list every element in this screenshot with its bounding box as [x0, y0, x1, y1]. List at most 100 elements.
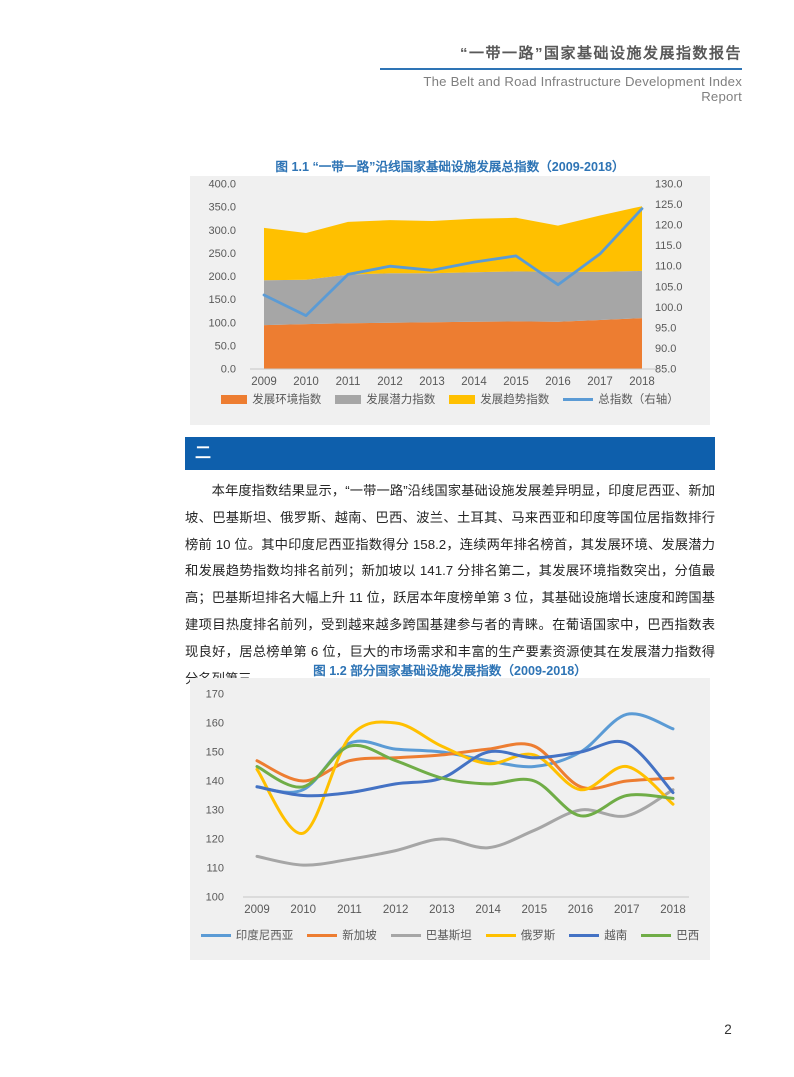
- y-axis-tick-label: 250.0: [208, 248, 236, 260]
- secondary-y-axis-tick-label: 125.0: [655, 199, 683, 211]
- y-axis-tick-label: 400.0: [208, 179, 236, 191]
- x-axis-tick-label: 2015: [503, 376, 529, 388]
- y-axis-tick-label: 200.0: [208, 271, 236, 283]
- line-series-3: [255, 720, 675, 835]
- x-axis-tick-label: 2017: [614, 904, 640, 916]
- line-series-4: [255, 739, 675, 798]
- legend-label: 俄罗斯: [520, 930, 556, 942]
- line-chart: 100 110 120 130 140 150 160 170 2009 2010 2011 2012…: [206, 689, 689, 916]
- y-axis-tick-label: 150.0: [208, 294, 236, 306]
- x-axis-tick-label: 2018: [660, 904, 686, 916]
- legend-label: 新加坡: [342, 930, 377, 942]
- legend-label: 发展趋势指数: [480, 394, 550, 406]
- x-axis-tick-label: 2010: [293, 376, 319, 388]
- area-series-0: [264, 318, 642, 369]
- x-axis-tick-label: 2015: [522, 904, 548, 916]
- line-series-2: [255, 788, 675, 867]
- x-axis-tick-label: 2011: [337, 904, 362, 916]
- y-axis-tick-label: 50.0: [215, 340, 236, 352]
- y-axis-tick-label: 100: [206, 892, 224, 904]
- section-number: 二: [195, 445, 212, 462]
- y-axis-tick-label: 150: [206, 747, 224, 759]
- y-axis-tick-label: 120: [206, 834, 224, 846]
- line-series-0: [262, 207, 644, 317]
- legend-item: 发展趋势指数: [449, 391, 549, 407]
- legend-item: 新加坡: [307, 927, 377, 943]
- legend-item: 发展潜力指数: [335, 391, 435, 407]
- legend-item: 总指数（右轴）: [563, 391, 679, 407]
- section-heading-bar: 二: [185, 437, 715, 470]
- x-axis-tick-label: 2018: [629, 376, 655, 388]
- x-axis-tick-label: 2014: [475, 904, 501, 916]
- y-axis-tick-label: 300.0: [208, 225, 236, 237]
- legend-label: 巴基斯坦: [425, 930, 472, 942]
- secondary-y-axis-tick-label: 130.0: [655, 179, 683, 191]
- legend-area-swatch: [449, 394, 476, 404]
- figure-1-1-title: 图 1.1 “一带一路”沿线国家基础设施发展总指数（2009-2018）: [275, 160, 625, 174]
- x-axis-tick-label: 2010: [290, 904, 316, 916]
- page-number: 2: [724, 1022, 732, 1037]
- legend-line-swatch: [390, 933, 421, 937]
- legend-label: 巴西: [676, 930, 700, 942]
- legend-label: 发展环境指数: [252, 394, 322, 406]
- legend-line-swatch: [641, 933, 672, 937]
- figure-1-2-legend: 印度尼西亚 新加坡 巴基斯坦 俄罗斯 越南 巴西: [190, 927, 710, 943]
- legend-line-swatch: [563, 397, 594, 401]
- line-series-1: [255, 742, 675, 791]
- figure-1-2-title: 图 1.2 部分国家基础设施发展指数（2009-2018）: [313, 664, 587, 678]
- legend-area-swatch: [335, 394, 362, 404]
- legend-item: 巴西: [641, 927, 699, 943]
- x-axis-tick-label: 2014: [461, 376, 487, 388]
- x-axis-tick-label: 2013: [419, 376, 445, 388]
- secondary-y-axis-tick-label: 120.0: [655, 220, 683, 232]
- figure-1-2-chart-panel: 100 110 120 130 140 150 160 170 2009 2010 2011 2012…: [190, 678, 710, 960]
- x-axis-tick-label: 2009: [244, 904, 270, 916]
- y-axis-tick-label: 0.0: [221, 364, 236, 376]
- secondary-y-axis-tick-label: 85.0: [655, 364, 676, 376]
- y-axis-tick-label: 170: [206, 689, 224, 701]
- legend-line-swatch: [307, 933, 338, 937]
- legend-label: 印度尼西亚: [235, 930, 294, 942]
- x-axis-tick-label: 2012: [377, 376, 403, 388]
- area-series-2: [264, 206, 642, 281]
- secondary-y-axis-tick-label: 95.0: [655, 322, 676, 334]
- line-series-5: [255, 743, 675, 818]
- area-series-1: [264, 270, 642, 326]
- report-title-en: The Belt and Road Infrastructure Develop…: [423, 74, 742, 104]
- y-axis-tick-label: 350.0: [208, 202, 236, 214]
- legend-line-swatch: [200, 933, 231, 937]
- legend-line-swatch: [569, 933, 600, 937]
- x-axis-tick-label: 2011: [336, 376, 361, 388]
- legend-label: 总指数（右轴）: [598, 394, 679, 406]
- secondary-y-axis-tick-label: 90.0: [655, 343, 676, 355]
- x-axis-tick-label: 2017: [587, 376, 613, 388]
- legend-item: 越南: [569, 927, 627, 943]
- x-axis-tick-label: 2016: [545, 376, 571, 388]
- y-axis-tick-label: 110: [206, 863, 224, 875]
- secondary-y-axis-tick-label: 105.0: [655, 281, 683, 293]
- stacked-area-chart: 0.0 50.0 100.0 150.0 200.0 250.0 300.0 350.0 400…: [208, 179, 683, 389]
- legend-line-swatch: [485, 933, 516, 937]
- legend-area-swatch: [221, 394, 248, 404]
- y-axis-tick-label: 100.0: [208, 317, 236, 329]
- figure-1-1-legend: 发展环境指数 发展潜力指数 发展趋势指数 总指数（右轴）: [190, 391, 710, 407]
- x-axis-tick-label: 2009: [251, 376, 277, 388]
- y-axis-tick-label: 160: [206, 718, 224, 730]
- x-axis-tick-label: 2016: [568, 904, 594, 916]
- legend-item: 印度尼西亚: [200, 927, 294, 943]
- x-axis-tick-label: 2013: [429, 904, 455, 916]
- secondary-y-axis-tick-label: 115.0: [655, 240, 682, 252]
- legend-item: 发展环境指数: [221, 391, 321, 407]
- legend-item: 巴基斯坦: [390, 927, 472, 943]
- legend-label: 越南: [604, 930, 628, 942]
- figure-1-1-chart-panel: 0.0 50.0 100.0 150.0 200.0 250.0 300.0 350.0 400…: [190, 176, 710, 425]
- legend-item: 俄罗斯: [485, 927, 556, 943]
- y-axis-tick-label: 140: [206, 776, 224, 788]
- x-axis-tick-label: 2012: [383, 904, 409, 916]
- page-header: “一带一路”国家基础设施发展指数报告 The Belt and Road Inf…: [380, 42, 742, 104]
- y-axis-tick-label: 130: [206, 805, 224, 817]
- legend-label: 发展潜力指数: [366, 394, 436, 406]
- secondary-y-axis-tick-label: 100.0: [655, 302, 683, 314]
- report-title-zh: “一带一路”国家基础设施发展指数报告: [380, 42, 742, 70]
